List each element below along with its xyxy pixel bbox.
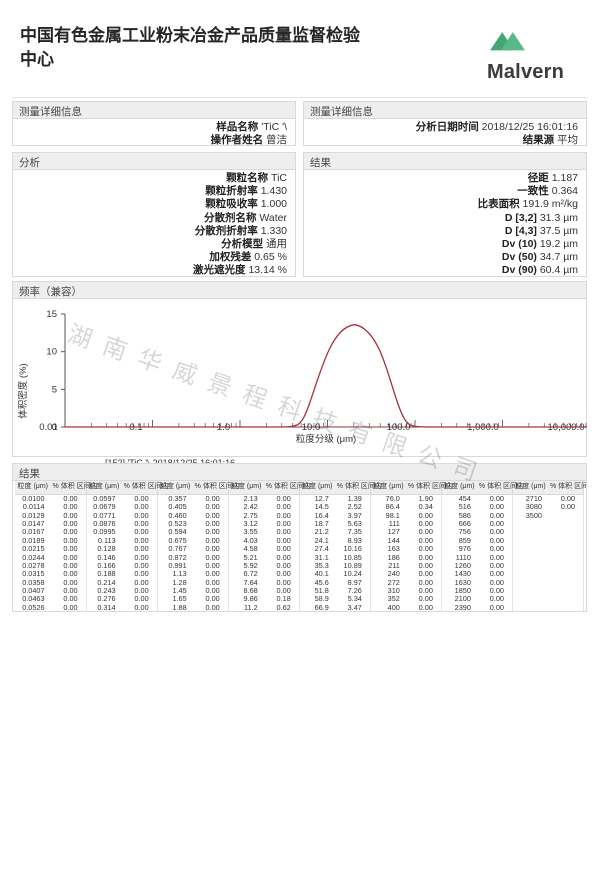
svg-text:10.0: 10.0 xyxy=(302,422,321,433)
svg-text:10: 10 xyxy=(46,347,57,358)
svg-text:粒度分级 (μm): 粒度分级 (μm) xyxy=(296,433,356,445)
svg-text:100.0: 100.0 xyxy=(387,422,411,433)
svg-text:体积密度 (%): 体积密度 (%) xyxy=(17,363,29,418)
svg-text:0.01: 0.01 xyxy=(39,422,58,433)
svg-text:15: 15 xyxy=(46,309,57,320)
svg-text:5: 5 xyxy=(52,384,57,395)
